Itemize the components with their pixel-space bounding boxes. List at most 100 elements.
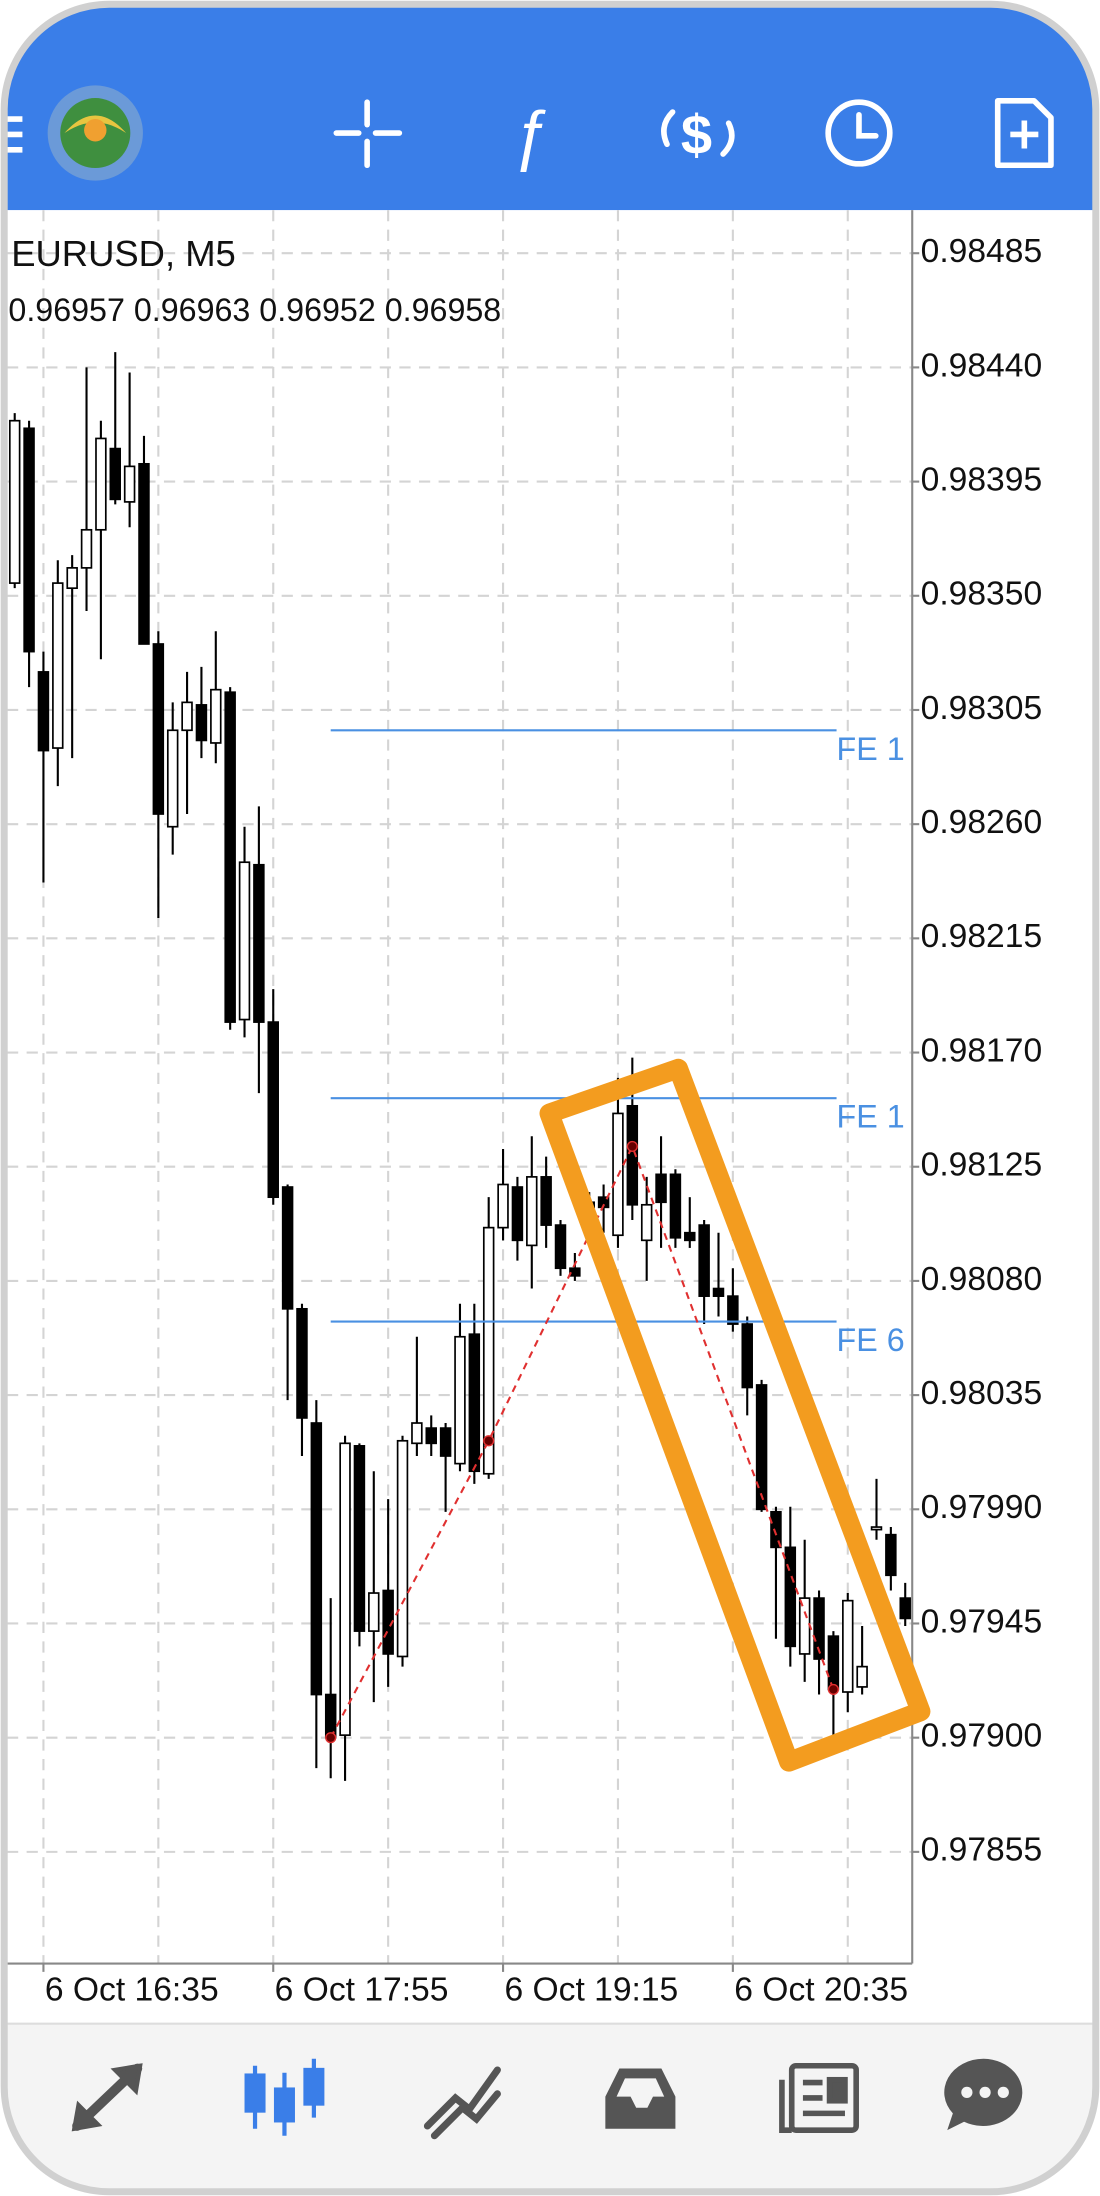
fibo-level-label: FE 1 xyxy=(837,731,905,767)
candle-body xyxy=(741,1323,753,1389)
expansion-line xyxy=(329,1143,835,1739)
menu-button[interactable] xyxy=(0,116,23,153)
expansion-point xyxy=(626,1140,638,1153)
candle-body xyxy=(798,1597,811,1655)
top-toolbar xyxy=(4,4,1096,211)
x-tick-label: 6 Oct 19:15 xyxy=(504,1971,678,2008)
candle-body xyxy=(296,1307,308,1419)
y-tick-label: 0.98035 xyxy=(921,1375,1043,1412)
candle-body xyxy=(626,1104,639,1206)
x-tick-label: 6 Oct 17:55 xyxy=(275,1971,449,2008)
candle-body xyxy=(253,863,265,1023)
expansion-point xyxy=(827,1683,840,1696)
candle-body xyxy=(210,688,222,744)
y-tick-label: 0.97900 xyxy=(921,1718,1043,1755)
candle-body xyxy=(482,1226,495,1475)
history-tab[interactable] xyxy=(605,2068,676,2129)
trade-tab[interactable] xyxy=(423,2066,501,2140)
quotes-tab[interactable] xyxy=(71,2063,143,2132)
candle-body xyxy=(569,1267,581,1277)
y-tick-label: 0.97945 xyxy=(921,1603,1043,1640)
y-tick-label: 0.98215 xyxy=(921,918,1043,955)
candle-body xyxy=(411,1422,423,1445)
candle-body xyxy=(80,528,93,569)
candle-body xyxy=(755,1384,768,1511)
new-order-button[interactable] xyxy=(994,98,1054,169)
periods-button[interactable] xyxy=(825,99,893,167)
candle-body xyxy=(138,462,150,645)
y-tick-label: 0.98395 xyxy=(921,461,1043,498)
chart-title: EURUSD, M5 xyxy=(11,233,236,274)
crosshair-button[interactable] xyxy=(333,99,403,169)
candle-body xyxy=(842,1599,854,1693)
candle-body xyxy=(669,1173,682,1239)
x-tick-label: 6 Oct 20:35 xyxy=(734,1971,908,2008)
y-tick-label: 0.98440 xyxy=(921,347,1043,384)
candle-body xyxy=(813,1597,825,1660)
candle-body xyxy=(526,1176,538,1247)
news-tab[interactable] xyxy=(779,2062,859,2133)
candle-body xyxy=(396,1439,409,1658)
candle-body xyxy=(324,1693,337,1739)
candle-body xyxy=(368,1592,380,1632)
candle-body xyxy=(899,1597,911,1620)
candle-body xyxy=(95,437,107,531)
candle-body xyxy=(425,1427,437,1445)
candle-body xyxy=(684,1231,696,1242)
candle-body xyxy=(511,1186,524,1242)
candle-body xyxy=(497,1183,509,1229)
candle-body xyxy=(540,1176,552,1226)
candle-body xyxy=(152,643,165,815)
trade-button[interactable]: $ xyxy=(661,103,735,166)
candle-body xyxy=(66,567,78,590)
candle-body xyxy=(267,1021,279,1199)
marks xyxy=(8,352,911,1781)
candle-body xyxy=(727,1295,739,1325)
y-tick-label: 0.97855 xyxy=(921,1832,1043,1869)
candle-body xyxy=(468,1333,481,1473)
x-tick-label: 6 Oct 16:35 xyxy=(45,1971,219,2008)
candle-body xyxy=(238,861,251,1021)
candle-body xyxy=(856,1665,868,1688)
candle-body xyxy=(353,1445,366,1632)
candle-body xyxy=(439,1427,452,1457)
candle-body xyxy=(827,1635,840,1691)
candle-body xyxy=(698,1224,710,1297)
y-tick-label: 0.98350 xyxy=(921,576,1043,613)
ohlc-readout: 0.96957 0.96963 0.96952 0.96958 xyxy=(8,292,501,328)
candle-body xyxy=(281,1186,294,1310)
candle-body xyxy=(166,729,179,828)
y-tick-label: 0.98080 xyxy=(921,1261,1043,1298)
y-tick-label: 0.98260 xyxy=(921,804,1043,841)
candle-body xyxy=(181,701,193,732)
candle-body xyxy=(885,1533,897,1577)
candle-body xyxy=(339,1442,351,1736)
expansion-point xyxy=(483,1435,495,1447)
candle-body xyxy=(23,427,35,653)
candle-body xyxy=(109,447,121,501)
y-tick-label: 0.97990 xyxy=(921,1489,1043,1526)
chart-tab[interactable] xyxy=(244,2058,325,2136)
candle-body xyxy=(37,671,50,752)
highlight-box xyxy=(539,1058,931,1772)
fibo-level-label: FE 6 xyxy=(837,1322,905,1358)
candle-body xyxy=(870,1526,883,1531)
y-tick-label: 0.98305 xyxy=(921,690,1043,727)
candle-body xyxy=(224,691,236,1023)
bottom-nav xyxy=(4,2023,1096,2192)
candle-body xyxy=(454,1335,466,1465)
app-logo[interactable] xyxy=(47,85,143,181)
candle-body xyxy=(712,1287,725,1297)
candle-body xyxy=(8,419,21,584)
chart-plot: 0.97855 0.97900 0.97945 0.97990 0.98035 0.980… xyxy=(7,210,1042,2008)
candle-body xyxy=(123,465,136,503)
indicators-button[interactable]: ƒ xyxy=(511,97,548,172)
candle-body xyxy=(770,1510,782,1549)
chat-tab[interactable] xyxy=(944,2058,1023,2131)
expansion-point xyxy=(325,1732,337,1744)
y-tick-label: 0.98485 xyxy=(921,233,1043,270)
y-tick-label: 0.98125 xyxy=(921,1147,1043,1184)
